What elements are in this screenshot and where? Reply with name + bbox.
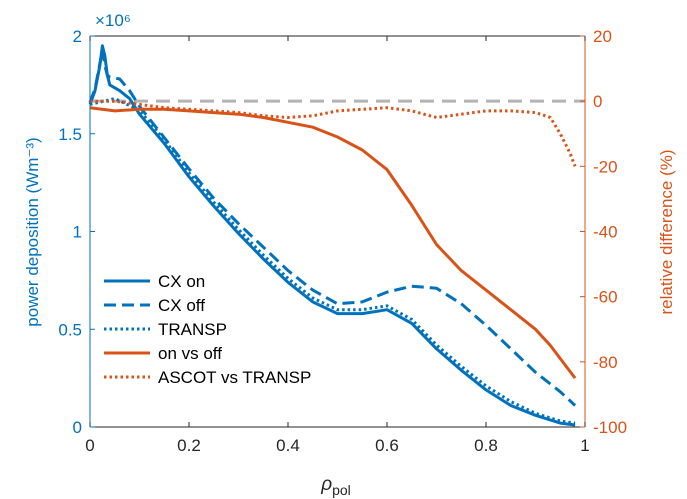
y-left-tick-label: 0.5 — [58, 320, 82, 339]
y-right-tick-label: 0 — [593, 92, 602, 111]
y-right-tick-label: -80 — [593, 353, 618, 372]
ticks-layer: 0 0.2 0.4 0.6 0.8 1 0 0.5 1 1.5 2 -100 -80 -60 -40 -20 0… — [58, 27, 627, 455]
y-left-tick-label: 1 — [73, 223, 82, 242]
x-tick-label: 1 — [580, 436, 589, 455]
series-layer — [88, 44, 577, 427]
legend: CX on CX off TRANSP on vs off ASCOT vs TRANS… — [104, 272, 311, 387]
legend-label-1: CX off — [158, 296, 205, 315]
x-tick-label: 0 — [85, 436, 94, 455]
left-axis-multiplier: ×10⁶ — [95, 11, 131, 30]
legend-label-0: CX on — [158, 272, 205, 291]
series-line-1 — [88, 48, 577, 407]
x-tick-label: 0.4 — [276, 436, 300, 455]
y-right-tick-label: -60 — [593, 288, 618, 307]
y-left-tick-label: 0 — [73, 418, 82, 437]
y-right-tick-label: -100 — [593, 418, 627, 437]
series-line-3 — [89, 106, 577, 380]
y-axis-right-label: relative difference (%) — [657, 149, 676, 314]
x-tick-label: 0.8 — [474, 436, 498, 455]
x-axis-label-subscript: pol — [332, 482, 351, 498]
series-line-2 — [89, 97, 576, 425]
y-right-tick-label: -40 — [593, 223, 618, 242]
y-left-tick-label: 2 — [73, 27, 82, 46]
x-axis-label: ρpol — [320, 474, 351, 498]
legend-label-3: on vs off — [158, 344, 222, 363]
x-tick-label: 0.6 — [375, 436, 399, 455]
legend-label-4: ASCOT vs TRANSP — [158, 368, 311, 387]
legend-label-2: TRANSP — [158, 320, 227, 339]
y-right-tick-label: -20 — [593, 157, 618, 176]
series-line-0 — [88, 44, 576, 427]
y-left-tick-label: 1.5 — [58, 125, 82, 144]
y-right-tick-label: 20 — [593, 27, 612, 46]
y-axis-left-label: power deposition (Wm⁻³) — [23, 137, 42, 326]
x-tick-label: 0.2 — [177, 436, 201, 455]
x-axis-label-symbol: ρ — [320, 474, 332, 495]
